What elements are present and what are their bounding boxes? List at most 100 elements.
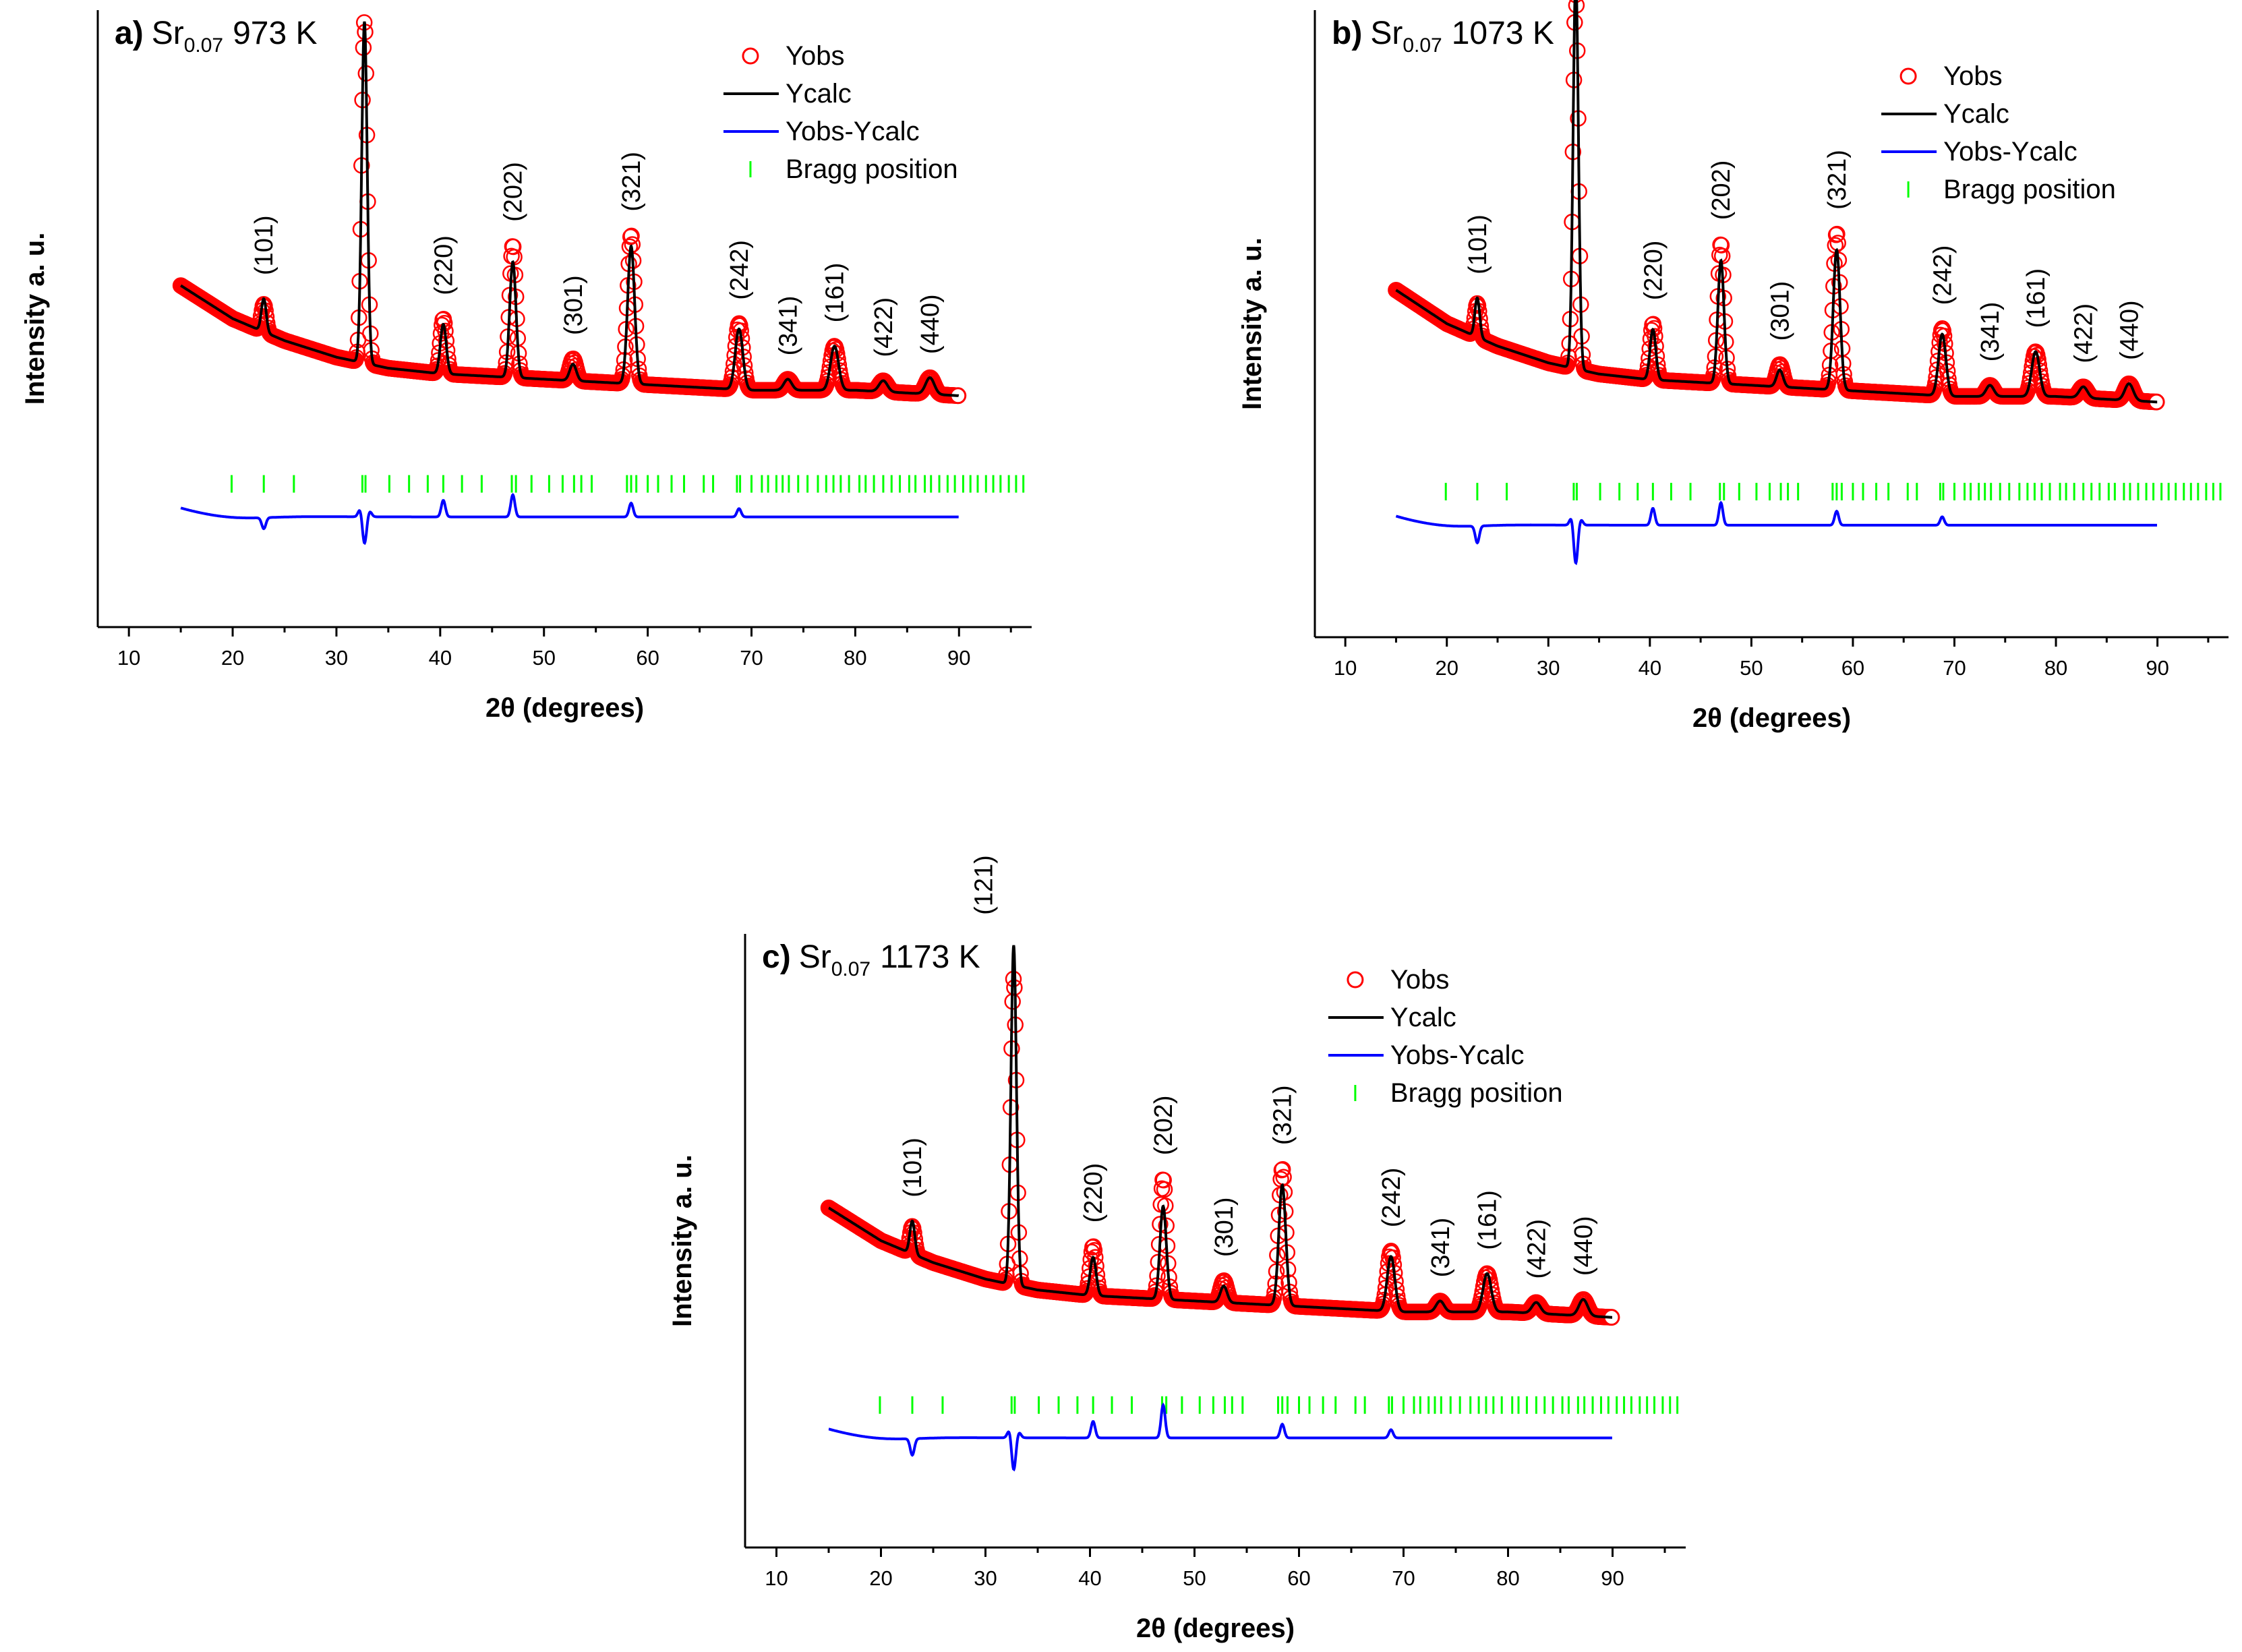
panel-title-prefix: b) xyxy=(1332,16,1362,51)
hkl-label: (242) xyxy=(1378,1168,1406,1228)
panel-title-subscript: 0.07 xyxy=(184,34,223,57)
x-tick-label: 10 xyxy=(1334,656,1357,680)
panel-title-suffix: 1173 K xyxy=(880,939,980,975)
hkl-label: (121) xyxy=(970,855,998,915)
panel-title: a) Sr0.07 973 K xyxy=(115,16,318,57)
x-tick-label: 70 xyxy=(1943,656,1966,680)
x-tick-label: 10 xyxy=(117,646,140,670)
hkl-label: (422) xyxy=(2070,303,2098,363)
x-tick-label: 40 xyxy=(429,646,452,670)
hkl-label: (220) xyxy=(1080,1163,1108,1223)
panel-title-main: Sr xyxy=(799,939,831,975)
panel-title-subscript: 0.07 xyxy=(1403,34,1442,57)
legend-label: Yobs-Ycalc xyxy=(786,117,920,146)
legend-label: Bragg position xyxy=(1390,1078,1563,1108)
x-tick-label: 50 xyxy=(532,646,555,670)
x-tick-label: 50 xyxy=(1740,656,1763,680)
x-tick-label: 80 xyxy=(2044,656,2067,680)
x-tick-label: 90 xyxy=(1601,1566,1624,1590)
hkl-label: (242) xyxy=(726,240,754,300)
hkl-label: (202) xyxy=(1707,160,1736,220)
legend-label: Ycalc xyxy=(1390,1003,1456,1032)
ycalc-line xyxy=(1395,0,2158,404)
legend-label: Yobs xyxy=(786,41,845,71)
panel-title-main: Sr xyxy=(152,16,184,51)
yobs-point xyxy=(1829,225,1846,243)
y-axis-label: Intensity a. u. xyxy=(20,233,50,405)
hkl-label: (202) xyxy=(1150,1095,1178,1155)
legend-label: Bragg position xyxy=(786,154,958,184)
x-tick-label: 70 xyxy=(740,646,763,670)
hkl-label: (220) xyxy=(1639,241,1668,301)
hkl-label: (161) xyxy=(2022,268,2051,328)
hkl-label: (440) xyxy=(1570,1216,1598,1276)
hkl-label: (301) xyxy=(560,275,588,335)
x-tick-label: 10 xyxy=(765,1566,788,1590)
x-tick-label: 90 xyxy=(2146,656,2169,680)
panel-title-prefix: a) xyxy=(115,16,144,51)
hkl-label: (440) xyxy=(916,294,945,354)
hkl-label: (422) xyxy=(870,297,898,357)
hkl-label: (301) xyxy=(1210,1197,1239,1257)
hkl-label: (422) xyxy=(1523,1219,1551,1279)
hkl-label: (101) xyxy=(250,215,278,275)
hkl-label: (341) xyxy=(1976,302,2005,362)
legend-obs-marker xyxy=(1899,67,1917,85)
x-tick-label: 60 xyxy=(1841,656,1864,680)
difference-line xyxy=(180,492,959,545)
hkl-label: (101) xyxy=(899,1138,927,1198)
hkl-label: (440) xyxy=(2115,300,2144,360)
difference-line xyxy=(828,1402,1612,1472)
x-tick-label: 50 xyxy=(1183,1566,1206,1590)
legend-label: Bragg position xyxy=(1943,175,2116,204)
x-tick-label: 20 xyxy=(1435,656,1458,680)
x-tick-label: 40 xyxy=(1078,1566,1101,1590)
x-axis-label: 2θ (degrees) xyxy=(1692,703,1851,733)
legend-label: Ycalc xyxy=(786,79,852,109)
yobs-point xyxy=(623,227,640,245)
x-tick-label: 30 xyxy=(974,1566,997,1590)
hkl-label: (321) xyxy=(1823,150,1852,210)
ycalc-line xyxy=(180,21,960,397)
yobs-point xyxy=(1274,1160,1291,1178)
hkl-label: (341) xyxy=(1427,1218,1455,1278)
panel-title-subscript: 0.07 xyxy=(831,958,871,980)
x-tick-label: 60 xyxy=(1287,1566,1310,1590)
legend-obs-marker xyxy=(742,47,759,65)
hkl-label: (321) xyxy=(1269,1085,1297,1145)
hkl-label: (341) xyxy=(774,296,802,356)
legend-label: Yobs-Ycalc xyxy=(1390,1040,1525,1070)
hkl-label: (161) xyxy=(1474,1190,1502,1250)
x-axis-label: 2θ (degrees) xyxy=(1136,1614,1295,1643)
panel-title-suffix: 973 K xyxy=(233,16,317,51)
panel-title: c) Sr0.07 1173 K xyxy=(762,939,980,980)
yobs-point xyxy=(1713,237,1730,254)
hkl-label: (202) xyxy=(500,162,528,222)
panel-b: 10 20 30 40 50 60 70 80 90 2θ (degrees) Intensity … xyxy=(1237,0,2229,733)
ycalc-line xyxy=(828,945,1612,1319)
x-tick-label: 80 xyxy=(844,646,866,670)
legend-label: Ycalc xyxy=(1943,99,2009,129)
panel-title-main: Sr xyxy=(1370,16,1403,51)
hkl-label: (101) xyxy=(1464,214,1492,274)
x-axis-label: 2θ (degrees) xyxy=(485,693,644,723)
x-tick-label: 90 xyxy=(947,646,970,670)
yobs-series xyxy=(172,14,967,405)
x-tick-label: 30 xyxy=(325,646,348,670)
x-tick-label: 60 xyxy=(636,646,659,670)
yobs-point xyxy=(1155,1171,1172,1189)
legend-label: Yobs xyxy=(1943,61,2003,91)
panel-title-suffix: 1073 K xyxy=(1452,16,1554,51)
x-tick-label: 30 xyxy=(1537,656,1560,680)
hkl-label: (161) xyxy=(821,263,850,323)
hkl-label: (321) xyxy=(618,152,646,212)
hkl-label: (220) xyxy=(430,235,458,295)
x-tick-label: 40 xyxy=(1639,656,1661,680)
legend-obs-marker xyxy=(1347,971,1364,989)
panel-c: 10 20 30 40 50 60 70 80 90 2θ (degrees) Intensity … xyxy=(668,855,1686,1643)
legend-label: Yobs xyxy=(1390,965,1450,995)
panel-title: b) Sr0.07 1073 K xyxy=(1332,16,1554,57)
x-tick-label: 20 xyxy=(221,646,244,670)
difference-line xyxy=(1395,500,2157,566)
